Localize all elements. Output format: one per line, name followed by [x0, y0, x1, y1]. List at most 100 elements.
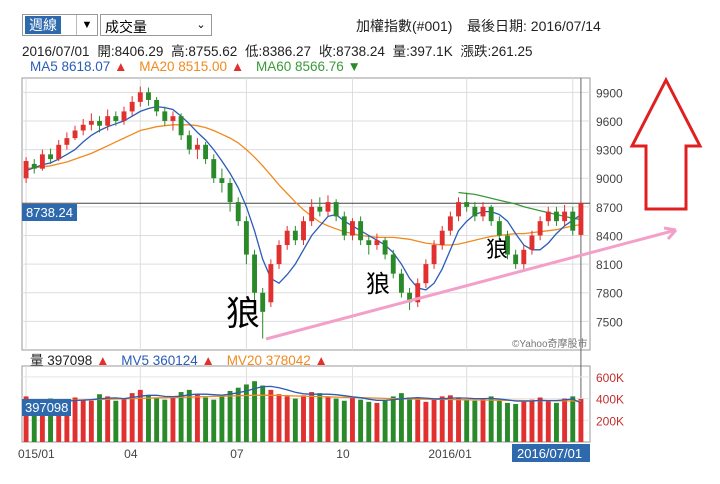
candle-body: [415, 283, 421, 303]
candle-body: [505, 235, 510, 255]
volume-bar: [88, 400, 94, 442]
candle-body: [545, 211, 551, 222]
candle-body: [496, 221, 502, 236]
volume-bar: [480, 398, 486, 442]
chevron-down-icon[interactable]: ⌄: [196, 19, 206, 31]
ma-legend: MA5 8618.07 ▲ MA20 8515.00 ▲ MA60 8566.7…: [30, 59, 361, 74]
volume-bar: [431, 398, 437, 442]
volume-bar: [64, 401, 70, 442]
last-date-label: 最後日期: 2016/07/14: [467, 18, 601, 34]
volume-bar: [553, 402, 559, 442]
quote-line: 2016/07/01 開:8406.29 高:8755.62 低:8386.27…: [22, 40, 533, 60]
ma5-line: [25, 105, 582, 291]
ma20-label: MA20 8515.00: [139, 59, 228, 74]
candle-body: [301, 221, 306, 241]
candle-body: [341, 216, 347, 236]
candle-body: [39, 154, 45, 169]
candle-body: [105, 116, 111, 126]
volume-bar: [113, 400, 119, 442]
volume-bar: [56, 404, 62, 442]
volume-bar: [129, 393, 135, 442]
up-arrow-icon: ▲: [114, 59, 128, 74]
candle-body: [350, 221, 355, 236]
volume-bar: [162, 399, 168, 442]
candle-body: [407, 292, 413, 303]
volume-bar: [513, 404, 519, 442]
volume-y-tick-label: 400K: [596, 393, 624, 407]
volume-bar: [529, 399, 535, 442]
up-arrow-icon: ▲: [314, 353, 328, 368]
mv5-label: MV5 360124: [121, 353, 198, 368]
wolf-annotation-2: 狼: [366, 270, 390, 298]
volume-bar: [423, 401, 429, 442]
pink-trend-line: [265, 228, 677, 341]
candle-body: [121, 111, 127, 121]
price-y-tick-label: 7500: [596, 315, 623, 329]
candle-body: [513, 254, 519, 265]
mv20-label: MV20 378042: [226, 353, 311, 368]
candle-body: [447, 216, 453, 231]
x-tick-label: 07: [230, 447, 244, 461]
x-tick-label: 04: [124, 447, 138, 461]
quote-date: 2016/07/01: [22, 44, 90, 59]
candle-body: [276, 245, 282, 265]
vol-label: 量 397098: [30, 353, 93, 368]
candle-body: [374, 240, 380, 246]
ma20-line: [26, 124, 582, 246]
indicator-select[interactable]: 成交量 ⌄: [100, 14, 212, 36]
candle-body: [562, 211, 568, 222]
volume-bar: [472, 400, 478, 442]
volume-bar: [284, 396, 290, 442]
volume-bar: [276, 394, 282, 442]
chevron-down-icon[interactable]: ▼: [76, 15, 97, 35]
candle-body: [292, 230, 298, 241]
candle-body: [537, 221, 543, 236]
volume-current-tag: 397098: [22, 399, 72, 416]
candle-body: [309, 206, 315, 222]
mv20-line: [26, 394, 581, 402]
ma5-label: MA5 8618.07: [30, 59, 111, 74]
volume-bar: [333, 398, 339, 442]
volume-bar: [39, 402, 45, 442]
volume-bar: [211, 399, 217, 442]
candle-body: [194, 144, 200, 150]
x-tick-label: 10: [336, 447, 350, 461]
candle-body: [23, 161, 29, 179]
candle-body: [219, 178, 225, 183]
volume-bar: [252, 381, 257, 442]
volume-bar: [309, 392, 315, 442]
candle-body: [170, 116, 176, 121]
quote-low: 低:8386.27: [245, 44, 312, 59]
up-arrow-icon: ▲: [230, 59, 245, 74]
volume-bar: [170, 396, 176, 442]
volume-bar: [203, 397, 209, 442]
quote-volume: 量:397.1K: [392, 44, 453, 59]
date-cursor-tag: 2016/07/01: [517, 446, 582, 461]
price-y-tick-label: 7800: [596, 287, 623, 301]
volume-bar: [186, 389, 192, 442]
volume-bar: [48, 398, 54, 442]
volume-bar: [301, 395, 306, 442]
candle-body: [146, 92, 151, 100]
volume-bar: [350, 397, 355, 442]
volume-legend: 量 397098 ▲ MV5 360124 ▲ MV20 378042 ▲: [30, 349, 328, 369]
volume-bar: [578, 398, 584, 442]
volume-bar: [31, 400, 37, 442]
page-title: 加權指數(#001): [356, 18, 453, 34]
volume-bar: [23, 396, 29, 442]
volume-bar: [537, 397, 543, 442]
x-tick-label: 2016/01: [428, 447, 472, 461]
volume-y-tick-label: 600K: [596, 371, 624, 385]
candle-body: [398, 273, 404, 293]
volume-bar: [317, 393, 323, 442]
volume-bar: [496, 400, 502, 442]
volume-bar: [219, 395, 225, 442]
volume-bar: [358, 399, 364, 442]
volume-bar: [366, 401, 372, 442]
candle-body: [423, 264, 429, 284]
up-arrow-icon: ▲: [96, 353, 110, 368]
quote-open: 開:8406.29: [97, 44, 164, 59]
candle-body: [162, 111, 168, 121]
volume-bar: [178, 392, 184, 442]
period-select[interactable]: 週線 ▼: [22, 14, 98, 36]
